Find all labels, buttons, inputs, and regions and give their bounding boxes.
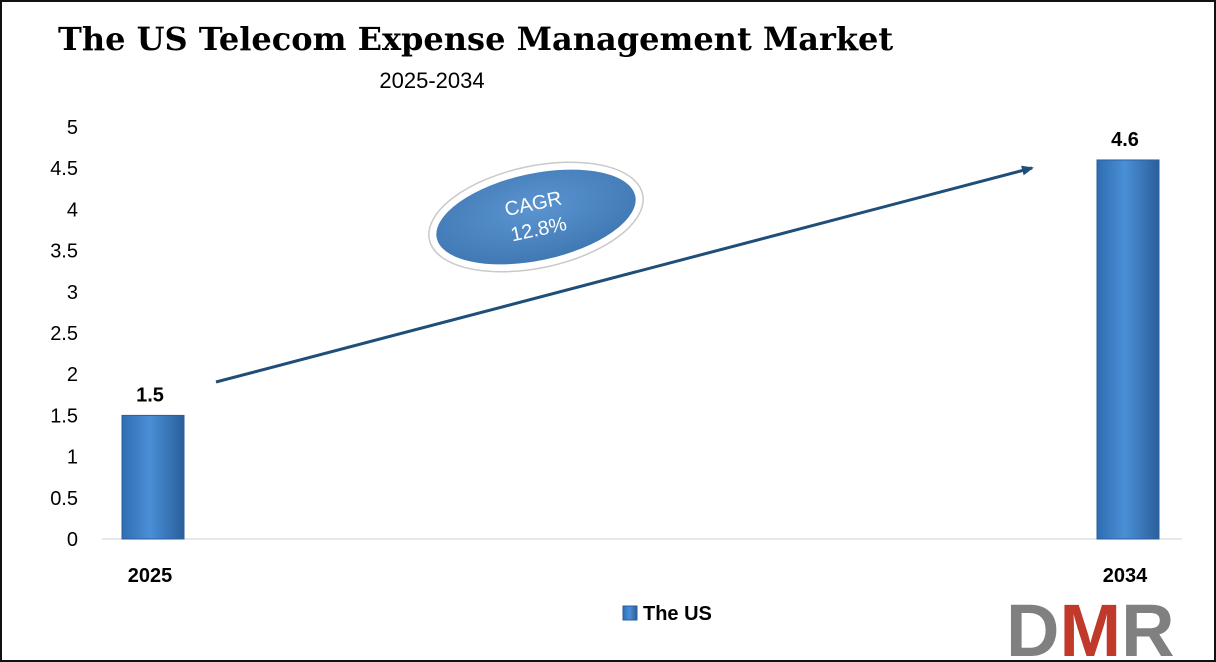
- dmr-logo-text: DMR: [1006, 589, 1175, 660]
- x-axis-ticks: 2025 2034: [128, 565, 1148, 587]
- chart-subtitle: 2025-2034: [379, 68, 484, 93]
- x-tick-label: 2034: [1103, 565, 1148, 587]
- cagr-annotation: CAGR 12.8%: [428, 161, 644, 273]
- legend: The US: [622, 603, 712, 625]
- y-tick-label: 1: [67, 447, 78, 469]
- y-axis-ticks: 0 0.5 1 1.5 2 2.5 3 3.5 4 4.5 5: [50, 117, 78, 551]
- y-tick-label: 4.5: [50, 158, 78, 180]
- y-tick-label: 3: [67, 282, 78, 304]
- x-tick-label: 2025: [128, 565, 173, 587]
- y-tick-label: 0.5: [50, 488, 78, 510]
- bar-2025: [121, 414, 185, 540]
- y-tick-label: 5: [67, 117, 78, 139]
- legend-label: The US: [643, 603, 712, 625]
- bars: [121, 159, 1160, 540]
- dmr-logo: DMR: [1006, 589, 1175, 660]
- y-tick-label: 4: [67, 199, 78, 221]
- y-tick-label: 2: [67, 364, 78, 386]
- y-tick-label: 1.5: [50, 405, 78, 427]
- y-tick-label: 3.5: [50, 241, 78, 263]
- data-label-2025: 1.5: [136, 384, 164, 406]
- data-labels: 1.5 4.6: [136, 129, 1139, 406]
- growth-arrow: [215, 165, 1034, 384]
- y-tick-label: 2.5: [50, 323, 78, 345]
- y-tick-label: 0: [67, 529, 78, 551]
- chart-title: The US Telecom Expense Management Market: [58, 20, 893, 58]
- bar-2034: [1096, 159, 1160, 540]
- legend-swatch: [622, 605, 638, 621]
- data-label-2034: 4.6: [1111, 129, 1139, 151]
